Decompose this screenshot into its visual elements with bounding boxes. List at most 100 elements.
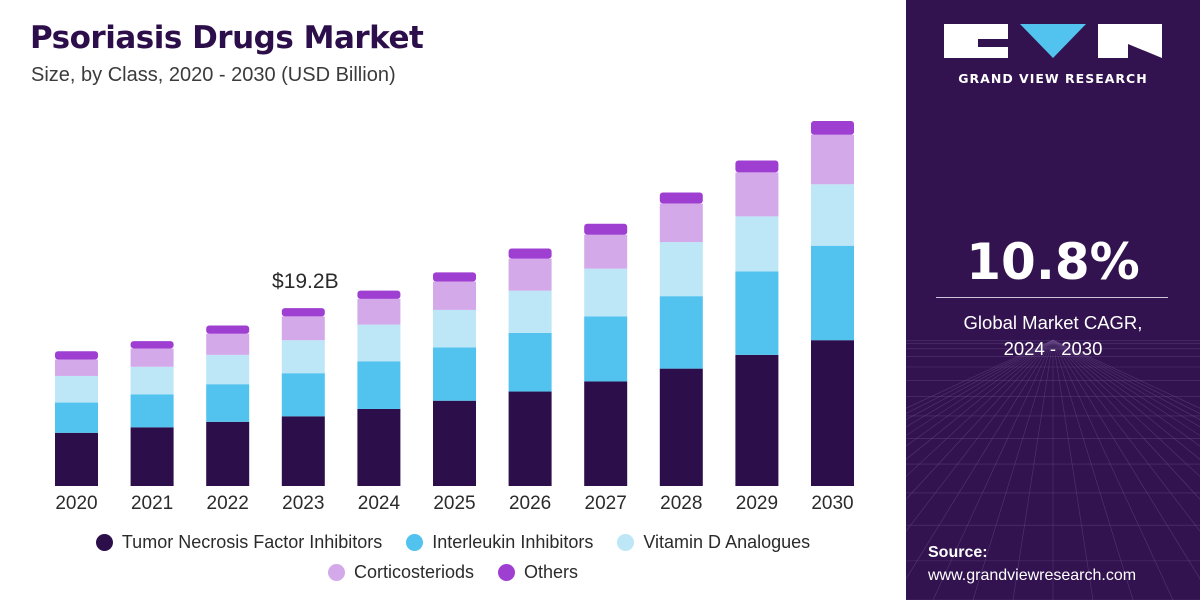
bar-segment bbox=[357, 298, 401, 325]
bar-segment bbox=[735, 172, 779, 217]
grid-line bbox=[932, 339, 1054, 600]
bar-segment bbox=[55, 351, 98, 360]
x-tick-label: 2020 bbox=[55, 493, 97, 514]
brand-name: GRAND VIEW RESEARCH bbox=[958, 71, 1148, 86]
x-tick-label: 2027 bbox=[585, 493, 627, 514]
x-tick-label: 2022 bbox=[207, 493, 249, 514]
grid-line bbox=[972, 339, 1054, 600]
bar-segment bbox=[584, 223, 628, 235]
legend-item: Others bbox=[498, 562, 578, 583]
bar-segment bbox=[584, 316, 628, 382]
bar-segment bbox=[584, 234, 628, 269]
grid-line bbox=[906, 339, 1054, 420]
bar-segment bbox=[508, 332, 552, 392]
grid-line bbox=[906, 339, 1054, 409]
x-tick-label: 2026 bbox=[509, 493, 551, 514]
legend-item: Interleukin Inhibitors bbox=[406, 532, 593, 553]
bar-segment bbox=[735, 271, 779, 355]
grid-line bbox=[906, 339, 1054, 447]
brand-panel: GRAND VIEW RESEARCH 10.8% Global Market … bbox=[906, 0, 1200, 600]
grid-line bbox=[1052, 339, 1200, 500]
bar-segment bbox=[735, 354, 779, 486]
bar-segment bbox=[508, 290, 552, 333]
bar-segment bbox=[584, 268, 628, 317]
bar-segment bbox=[357, 408, 401, 486]
bar-segment bbox=[357, 324, 401, 362]
bar-segment bbox=[433, 281, 476, 310]
x-tick-label: 2028 bbox=[660, 493, 702, 514]
bar-segment bbox=[659, 368, 703, 486]
legend-swatch bbox=[327, 564, 345, 581]
grid-line bbox=[906, 339, 1054, 460]
bar-segment bbox=[735, 216, 779, 272]
bar-segment bbox=[130, 341, 174, 349]
bar-segment bbox=[55, 375, 98, 403]
grid-line bbox=[1052, 339, 1200, 420]
legend-label: Corticosteriods bbox=[353, 562, 474, 582]
bar-segment bbox=[659, 296, 703, 369]
bar-segment bbox=[55, 402, 98, 433]
bar-segment bbox=[281, 416, 325, 486]
legend-swatch bbox=[617, 534, 635, 551]
source-label: Source: bbox=[928, 544, 988, 561]
gvr-logo-icon bbox=[944, 24, 1162, 58]
grid-line bbox=[906, 339, 1054, 477]
bar-segment bbox=[206, 333, 250, 355]
bar-segment bbox=[130, 348, 174, 367]
x-tick-label: 2023 bbox=[282, 493, 324, 514]
x-tick-label: 2025 bbox=[433, 493, 475, 514]
cagr-label-line1: Global Market CAGR, bbox=[963, 312, 1143, 333]
x-tick-label: 2030 bbox=[811, 493, 853, 514]
bar-segment bbox=[206, 384, 250, 422]
bar-segment bbox=[206, 354, 250, 385]
bar-segment bbox=[55, 432, 98, 486]
source-url[interactable]: www.grandviewresearch.com bbox=[928, 567, 1137, 584]
legend-label: Tumor Necrosis Factor Inhibitors bbox=[121, 532, 383, 552]
bar-segment bbox=[206, 325, 250, 334]
bar-segment bbox=[433, 309, 476, 348]
bar-segment bbox=[55, 359, 98, 376]
bar-segment bbox=[508, 258, 552, 291]
bar-segment bbox=[357, 361, 401, 409]
grid-line bbox=[1052, 339, 1200, 580]
stacked-bar-chart: 2020 2021 2022 2023 $19.2B 2024 2025 2026 2027 20… bbox=[55, 121, 854, 514]
bar-segment bbox=[659, 203, 703, 243]
legend-label: Others bbox=[524, 562, 579, 582]
cagr-label: Global Market CAGR, 2024 - 2030 bbox=[906, 310, 1200, 362]
bar-segment bbox=[508, 248, 552, 259]
grid-line bbox=[906, 339, 1054, 414]
bar-segment bbox=[433, 400, 476, 486]
bar-segment bbox=[811, 121, 854, 135]
bar-segment bbox=[584, 381, 628, 486]
grid-line bbox=[1052, 339, 1200, 532]
grid-line bbox=[906, 339, 1054, 428]
bar-segment bbox=[659, 192, 703, 204]
grid-line bbox=[1012, 339, 1054, 600]
bar-segment bbox=[811, 184, 854, 246]
grid-line bbox=[1052, 339, 1200, 460]
grid-line bbox=[1052, 339, 1200, 409]
bar-segment bbox=[811, 134, 854, 185]
bar-segment bbox=[281, 340, 325, 374]
legend-item: Vitamin D Analogues bbox=[617, 532, 810, 553]
legend-item: Tumor Necrosis Factor Inhibitors bbox=[95, 532, 383, 553]
x-tick-label: 2029 bbox=[736, 493, 778, 514]
bar-segment bbox=[130, 427, 174, 486]
chart-panel: Psoriasis Drugs Market Size, by Class, 2… bbox=[0, 20, 906, 583]
chart-subtitle: Size, by Class, 2020 - 2030 (USD Billion… bbox=[31, 64, 396, 86]
legend-item: Corticosteriods bbox=[327, 562, 474, 583]
bar-segment bbox=[659, 242, 703, 297]
legend-swatch bbox=[498, 564, 515, 581]
bar-segment bbox=[357, 290, 401, 299]
grid-line bbox=[1052, 339, 1200, 414]
grid-line bbox=[906, 339, 1054, 532]
bar-segment bbox=[433, 272, 476, 282]
legend-row: Corticosteriods Others bbox=[0, 562, 906, 583]
grid-line bbox=[906, 339, 1054, 500]
chart-title: Psoriasis Drugs Market bbox=[30, 20, 424, 56]
perspective-grid-graphic bbox=[906, 339, 1200, 600]
x-tick-label: 2021 bbox=[131, 493, 173, 514]
legend-row: Tumor Necrosis Factor Inhibitors Interleu… bbox=[0, 532, 906, 553]
bar-segment bbox=[433, 347, 476, 401]
